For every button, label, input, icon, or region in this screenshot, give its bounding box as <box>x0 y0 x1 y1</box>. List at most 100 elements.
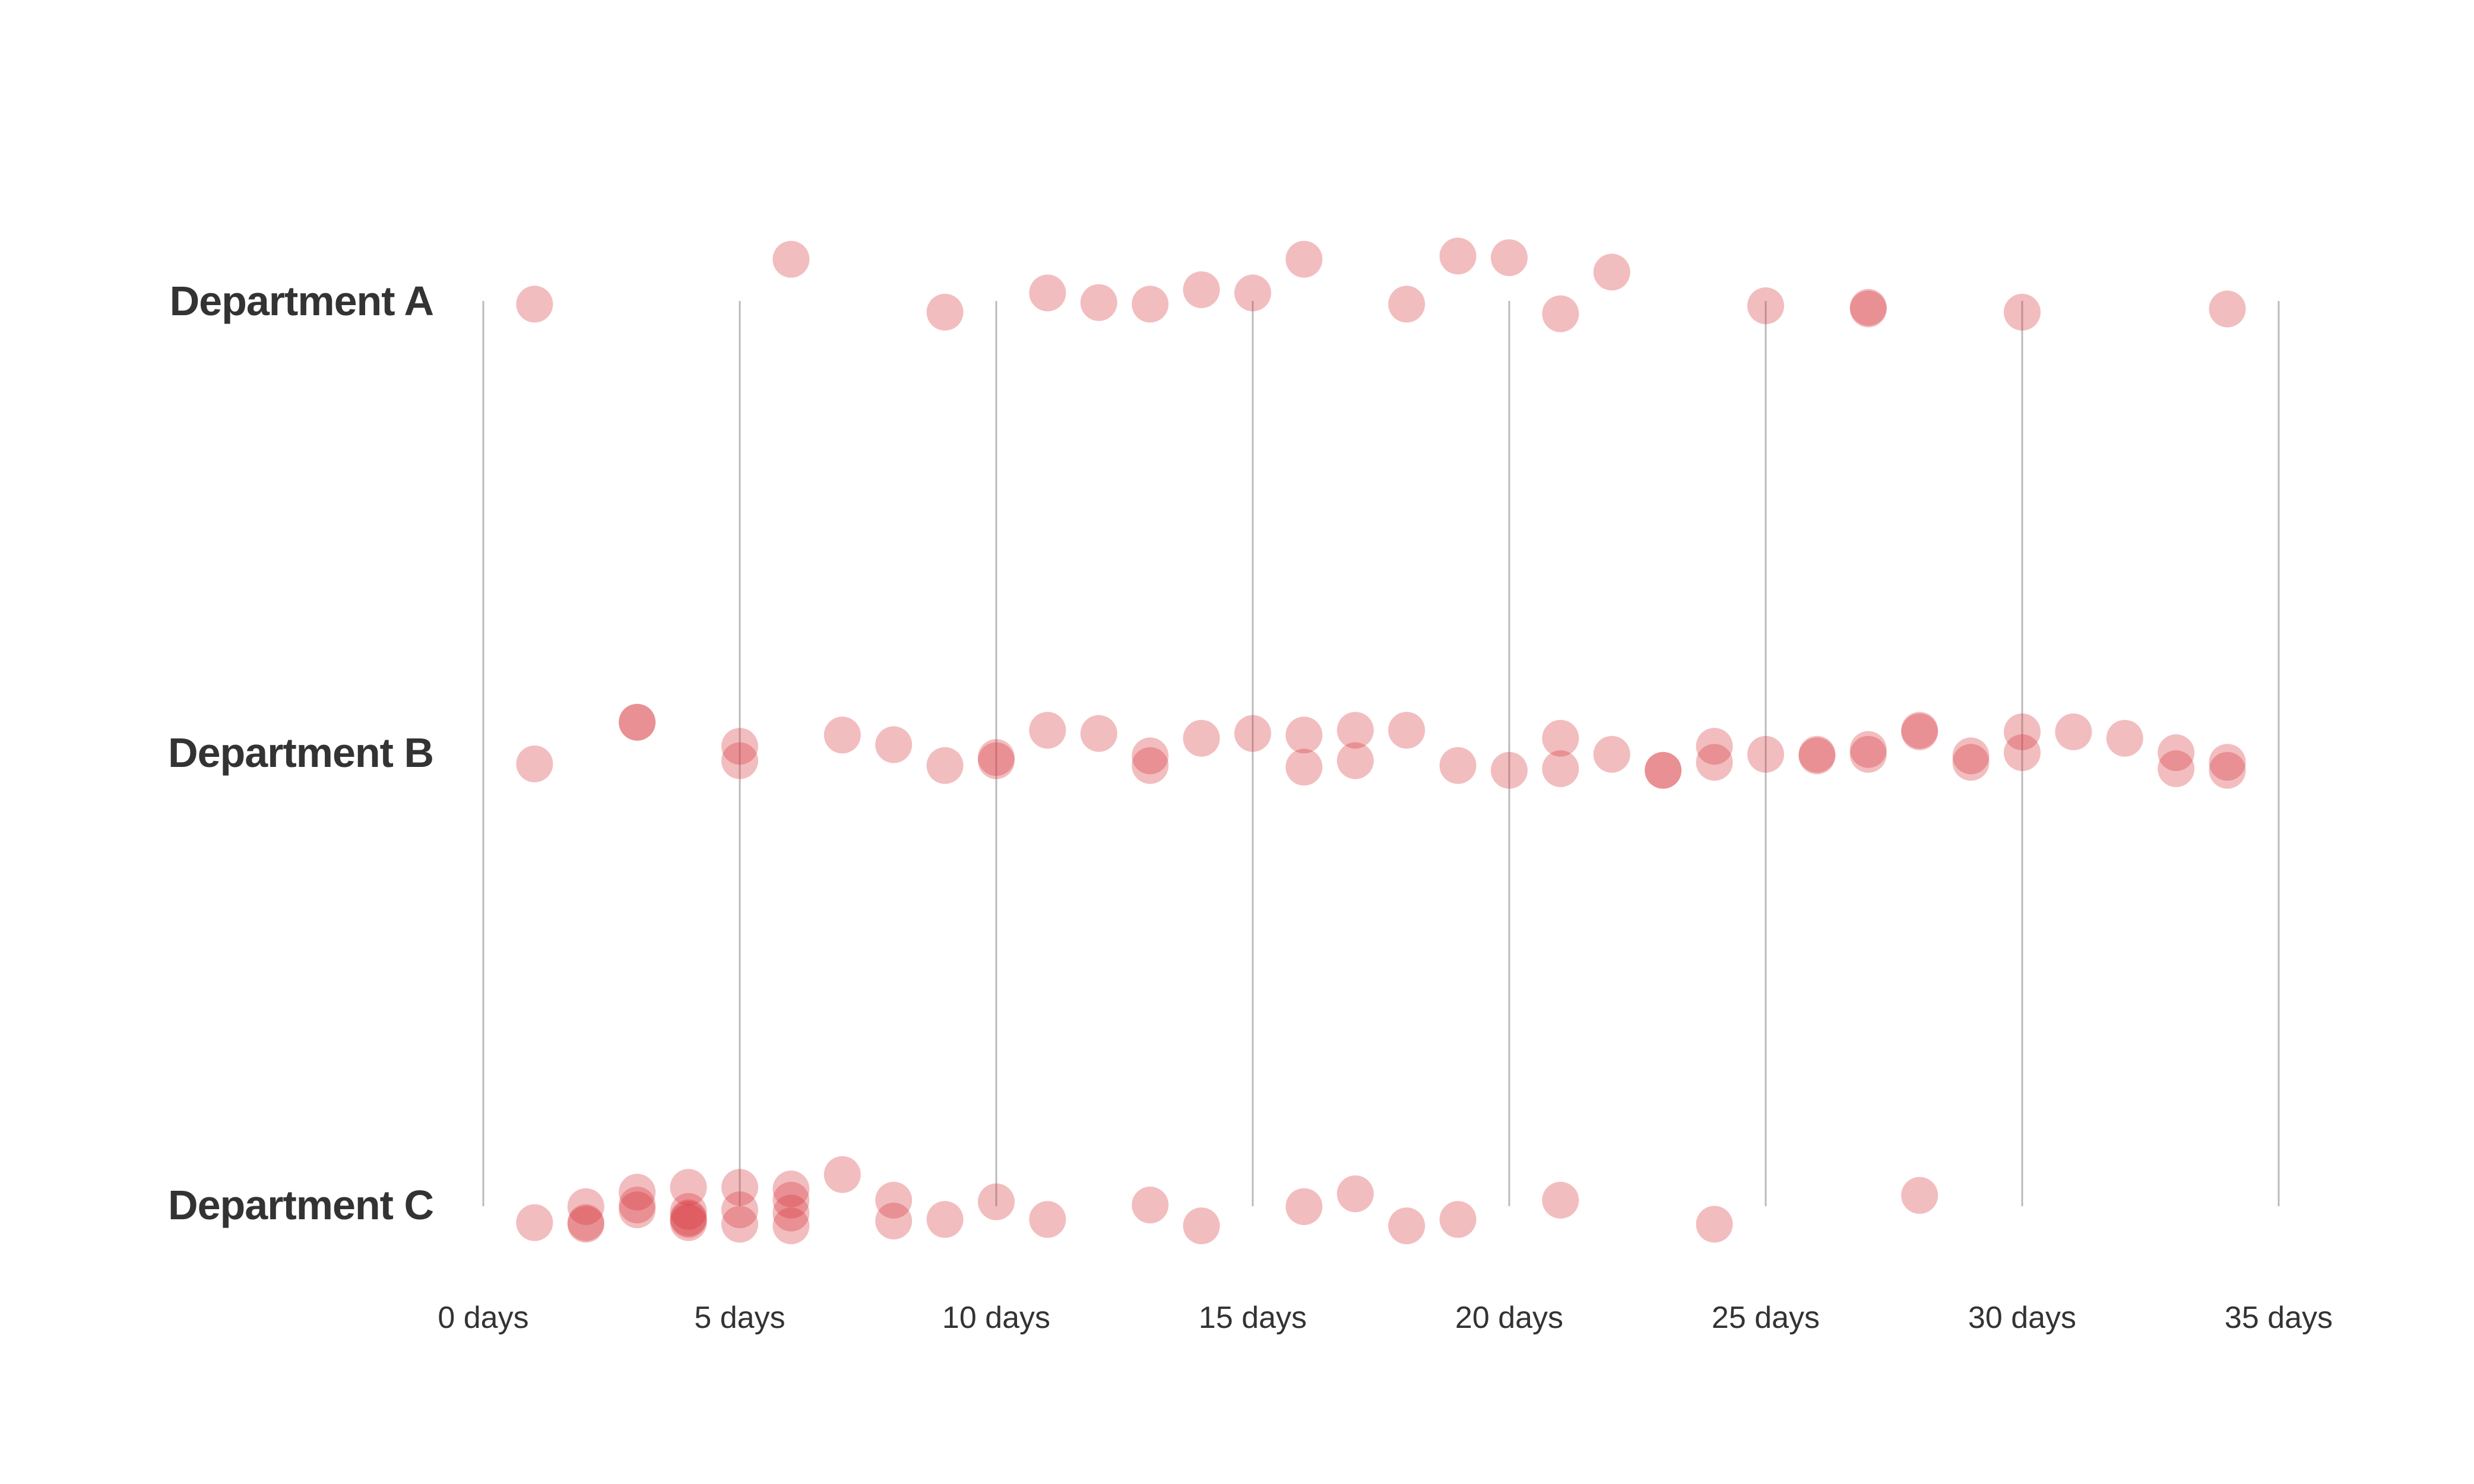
data-point <box>721 1169 758 1206</box>
data-point <box>1542 295 1579 332</box>
data-point <box>1439 747 1477 784</box>
x-tick-label: 25 days <box>1711 1301 1820 1335</box>
data-point <box>670 1169 707 1206</box>
data-point <box>1285 240 1323 278</box>
data-point <box>1388 286 1426 323</box>
data-point <box>721 728 758 765</box>
data-point <box>772 240 810 278</box>
data-point <box>1645 751 1682 789</box>
vertical-gridlines <box>482 301 2280 1206</box>
data-point <box>978 739 1015 776</box>
data-point <box>1696 728 1733 765</box>
data-point <box>1593 735 1630 773</box>
data-point <box>1798 735 1836 773</box>
data-point <box>1132 1187 1169 1223</box>
data-point <box>772 1207 810 1245</box>
data-point <box>2004 713 2041 750</box>
data-point <box>1952 744 1990 781</box>
data-point <box>1234 715 1271 752</box>
category-label-department-b: Department B <box>168 730 434 776</box>
category-label-department-c: Department C <box>168 1182 434 1228</box>
data-point <box>1542 750 1579 787</box>
data-point <box>567 1188 604 1225</box>
x-tick-label: 35 days <box>2224 1301 2333 1335</box>
data-point <box>670 1204 707 1241</box>
data-point <box>670 1193 707 1230</box>
data-point <box>2158 734 2195 771</box>
data-point <box>926 747 964 784</box>
data-point <box>2209 744 2246 781</box>
data-point <box>2209 751 2246 789</box>
data-point <box>619 703 656 741</box>
data-point <box>2209 290 2246 328</box>
data-point <box>1080 715 1117 752</box>
data-point <box>1696 744 1733 781</box>
data-point <box>1849 290 1887 328</box>
data-point <box>1645 751 1682 789</box>
data-point <box>1901 713 1938 750</box>
data-point <box>1901 712 1938 749</box>
data-point <box>1029 712 1066 749</box>
data-point <box>619 1191 656 1229</box>
data-point <box>1849 288 1887 326</box>
data-point <box>567 1204 604 1241</box>
x-tick-label: 0 days <box>438 1301 529 1335</box>
data-point <box>1080 284 1117 321</box>
data-point <box>619 1174 656 1211</box>
data-point <box>516 745 553 782</box>
x-tick-label: 10 days <box>942 1301 1051 1335</box>
data-point <box>721 1206 758 1243</box>
data-point <box>1542 1181 1579 1219</box>
data-point <box>1285 1188 1323 1225</box>
data-point <box>1183 719 1220 757</box>
data-point <box>1388 712 1426 749</box>
data-point <box>1747 287 1784 325</box>
data-point <box>1901 1177 1938 1214</box>
data-point <box>1849 735 1887 773</box>
data-point <box>1183 271 1220 309</box>
data-point <box>721 1191 758 1229</box>
data-point <box>1285 716 1323 754</box>
data-point <box>1798 737 1836 775</box>
data-point <box>1491 239 1528 277</box>
data-point <box>2004 734 2041 771</box>
data-point <box>516 1204 553 1241</box>
data-point <box>1285 749 1323 786</box>
data-point <box>1132 286 1169 323</box>
data-point <box>1234 274 1271 312</box>
data-point <box>1132 747 1169 784</box>
data-point <box>1029 1201 1066 1238</box>
data-point <box>772 1194 810 1232</box>
data-point <box>1439 237 1477 275</box>
data-point <box>516 286 553 323</box>
data-point <box>670 1199 707 1236</box>
data-point <box>978 742 1015 779</box>
data-point <box>619 1187 656 1223</box>
data-point <box>1747 735 1784 773</box>
data-point <box>2106 719 2143 757</box>
data-point <box>875 1181 913 1219</box>
x-tick-label: 15 days <box>1198 1301 1307 1335</box>
x-tick-label: 20 days <box>1455 1301 1564 1335</box>
data-point <box>1593 253 1630 291</box>
data-point <box>1952 737 1990 775</box>
data-point <box>926 293 964 331</box>
data-point <box>1388 1207 1426 1245</box>
data-point <box>670 1201 707 1238</box>
data-point <box>823 716 861 754</box>
data-point <box>567 1206 604 1243</box>
x-tick-label: 30 days <box>1968 1301 2077 1335</box>
data-point <box>1336 742 1374 779</box>
data-point <box>2055 713 2092 750</box>
data-point <box>875 1203 913 1239</box>
data-point <box>1491 751 1528 789</box>
data-point <box>823 1156 861 1193</box>
data-point <box>2158 750 2195 787</box>
data-points <box>516 237 2246 1245</box>
category-label-department-a: Department A <box>169 278 434 324</box>
data-point <box>619 703 656 741</box>
x-tick-label: 5 days <box>694 1301 785 1335</box>
data-point <box>2004 293 2041 331</box>
data-point <box>1696 1206 1733 1243</box>
